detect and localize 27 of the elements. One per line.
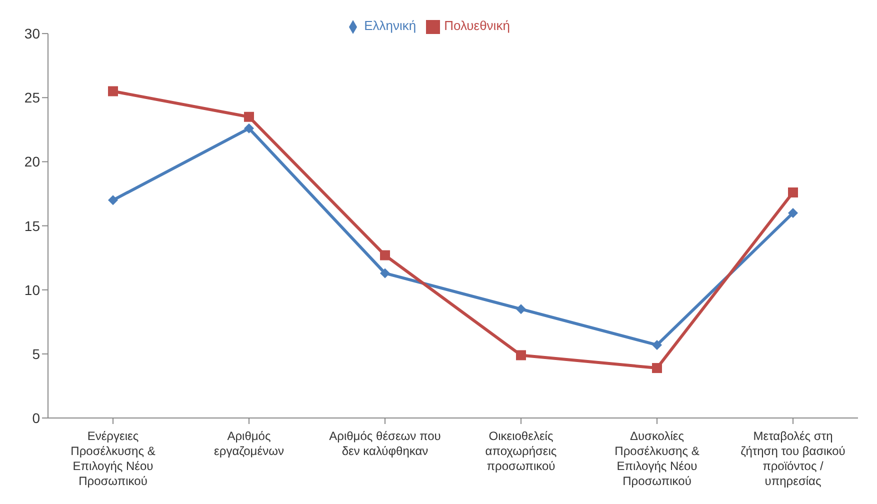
x-tick-label: Ενέργειες Προσέλκυσης & Επιλογής Νέου Προσωπικού	[70, 429, 156, 488]
y-tick-label: 0	[32, 410, 40, 426]
point	[108, 86, 118, 96]
point	[516, 350, 526, 360]
point	[380, 268, 390, 278]
point	[244, 112, 254, 122]
point	[788, 187, 798, 198]
y-tick-label: 20	[24, 154, 40, 170]
point	[244, 123, 254, 134]
point	[108, 195, 118, 206]
x-tick-label: Δυσκολίες Προσέλκυσης & Επιλογής Νέου Προσωπικού	[614, 429, 700, 488]
x-tick-label: Αριθμός θέσεων που δεν καλύφθηκαν	[329, 429, 441, 458]
x-tick-label: Αριθμός εργαζομένων	[214, 429, 284, 458]
y-tick-label: 30	[24, 26, 40, 42]
y-tick-label: 15	[24, 218, 40, 234]
y-tick-label: 25	[24, 90, 40, 106]
point	[788, 208, 798, 218]
point	[652, 340, 662, 350]
x-tick-label: Μεταβολές στη ζήτηση του βασικού προϊόντος / υπηρεσίας	[740, 429, 846, 488]
legend-label: Πολυεθνική	[444, 18, 510, 33]
y-tick-label: 10	[24, 282, 40, 298]
point	[652, 363, 662, 374]
x-tick-label: Οικειοθελείς αποχωρήσεις προσωπικού	[485, 429, 557, 473]
legend-label: Ελληνική	[364, 18, 416, 33]
y-tick-label: 5	[32, 346, 40, 362]
point	[516, 304, 526, 314]
point	[380, 250, 390, 260]
